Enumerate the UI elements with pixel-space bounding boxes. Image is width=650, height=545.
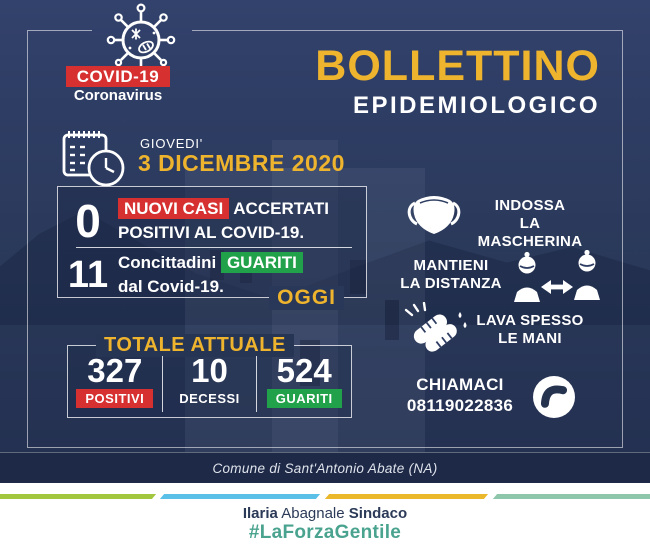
recovered-line2: dal Covid-19.: [118, 277, 224, 296]
background-window: [350, 260, 366, 294]
guideline-call-line1: CHIAMACI: [416, 375, 504, 394]
new-cases-line2: POSITIVI AL COVID-19.: [118, 223, 305, 242]
guideline-distance-line2: LA DISTANZA: [400, 275, 502, 292]
totals-positivi: 327 POSITIVI: [68, 352, 162, 412]
positivi-value: 327: [87, 352, 143, 389]
municipality-band: Comune di Sant'Antonio Abate (NA): [0, 452, 650, 483]
recovered-value: 11: [67, 253, 109, 296]
title-line2: EPIDEMIOLOGICO: [352, 92, 600, 120]
guideline-hands-line1: LAVA SPESSO: [476, 312, 584, 329]
guariti-value: 524: [276, 352, 332, 389]
totals-guariti: 524 GUARITI: [256, 352, 351, 412]
border-gap-behind-virus: [92, 28, 192, 33]
coronavirus-label: Coronavirus: [73, 87, 163, 104]
poster-background: COVID-19 Coronavirus BOLLETTINO EPIDEMIO…: [0, 0, 650, 483]
background-window: [210, 250, 224, 280]
totals-columns: 327 POSITIVI 10 DECESSI 524 GUARITI: [68, 352, 351, 412]
guideline-call-text: CHIAMACI 08119022836: [396, 374, 524, 416]
new-cases-highlight: NUOVI CASI: [118, 198, 230, 219]
covid-19-banner-label: COVID-19: [76, 66, 160, 86]
guideline-distance-text: MANTIENI LA DISTANZA: [394, 257, 508, 293]
municipality-label: Comune di Sant'Antonio Abate (NA): [212, 460, 438, 476]
footer-stripe-sage: [492, 494, 650, 499]
decessi-value: 10: [191, 352, 228, 389]
background-window: [385, 300, 399, 340]
guideline-hands-line2: LE MANI: [498, 330, 562, 347]
virus-icon: [106, 3, 176, 73]
daily-stats-box: 0 NUOVI CASI ACCERTATI POSITIVI AL COVID…: [57, 186, 367, 310]
guideline-distance-line1: MANTIENI: [413, 257, 489, 274]
recovered-highlight: GUARITI: [220, 252, 303, 273]
background-tower: [272, 140, 338, 483]
decessi-label: DECESSI: [179, 391, 240, 406]
footer-stripe-green: [0, 494, 157, 499]
date-label: 3 DICEMBRE 2020: [138, 150, 345, 176]
guideline-hands-text: LAVA SPESSO LE MANI: [472, 312, 588, 348]
mayor-name-line: Ilaria Abagnale Sindaco: [0, 505, 650, 522]
footer-stripe-blue: [159, 494, 321, 499]
oggi-tag: OGGI: [269, 286, 344, 310]
title-line1: BOLLETTINO: [315, 42, 600, 90]
totals-title: TOTALE ATTUALE: [96, 334, 294, 357]
totals-decessi: 10 DECESSI: [161, 352, 257, 412]
guideline-mask-text: INDOSSA LA MASCHERINA: [468, 197, 592, 251]
poster-inner-border: [27, 30, 623, 448]
new-cases-text: NUOVI CASI ACCERTATI POSITIVI AL COVID-1…: [118, 197, 329, 245]
calendar-clock-icon: [62, 131, 125, 187]
new-cases-value: 0: [75, 195, 101, 247]
bulletin-title: BOLLETTINO EPIDEMIOLOGICO: [315, 42, 600, 120]
hashtag-label: #LaForzaGentile: [248, 522, 402, 543]
guideline-mask-line1: INDOSSA: [494, 197, 566, 214]
new-cases-row: 0 NUOVI CASI ACCERTATI POSITIVI AL COVID…: [58, 195, 366, 247]
mask-icon: [407, 196, 461, 234]
phone-icon: [533, 376, 575, 418]
recovered-row: 11 Concittadini GUARITI dal Covid-19.: [58, 251, 366, 299]
mayor-last-name: Abagnale: [281, 505, 345, 522]
positivi-label: POSITIVI: [76, 389, 154, 408]
guideline-mask-line2: LA MASCHERINA: [477, 215, 583, 250]
mayor-first-name: Ilaria: [242, 505, 278, 522]
distance-icon: [514, 250, 600, 302]
covid-19-banner: COVID-19: [66, 66, 170, 87]
background-window: [300, 340, 320, 386]
weekday-label: GIOVEDI': [140, 136, 204, 151]
background-town-hall: [185, 168, 425, 483]
guariti-label: GUARITI: [266, 389, 342, 408]
footer-stripe-yellow: [324, 494, 489, 499]
recovered-pre: Concittadini: [118, 253, 217, 272]
daily-divider: [76, 247, 352, 248]
recovered-text: Concittadini GUARITI dal Covid-19.: [118, 251, 303, 299]
new-cases-rest: ACCERTATI: [233, 199, 329, 218]
totals-box: TOTALE ATTUALE 327 POSITIVI 10 DECESSI 5…: [67, 334, 352, 418]
wash-hands-icon: [404, 302, 467, 352]
phone-number: 08119022836: [406, 396, 514, 415]
mayor-title: Sindaco: [348, 505, 408, 522]
